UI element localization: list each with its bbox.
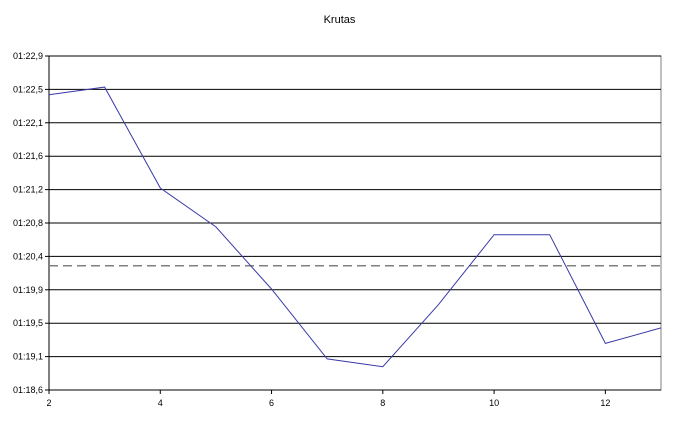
y-tick-label: 01:22,9 [13,51,43,61]
chart-title: Krutas [323,14,356,26]
x-tick-label: 10 [489,398,499,408]
x-tick-label: 4 [158,398,163,408]
y-tick-label: 01:19,5 [13,318,43,328]
y-tick-label: 01:18,6 [13,385,43,395]
y-tick-label: 01:21,6 [13,151,43,161]
x-tick-label: 8 [380,398,385,408]
y-tick-label: 01:19,9 [13,285,43,295]
series-line [48,86,662,368]
y-tick-label: 01:22,5 [13,84,43,94]
y-tick-label: 01:19,1 [13,352,43,362]
y-tick-label: 01:22,1 [13,118,43,128]
x-tick-label: 12 [600,398,610,408]
y-tick-label: 01:21,2 [13,185,43,195]
y-tick-label: 01:20,8 [13,218,43,228]
x-tick-label: 6 [269,398,274,408]
y-tick-label: 01:20,4 [13,251,43,261]
x-tick-label: 2 [46,398,51,408]
